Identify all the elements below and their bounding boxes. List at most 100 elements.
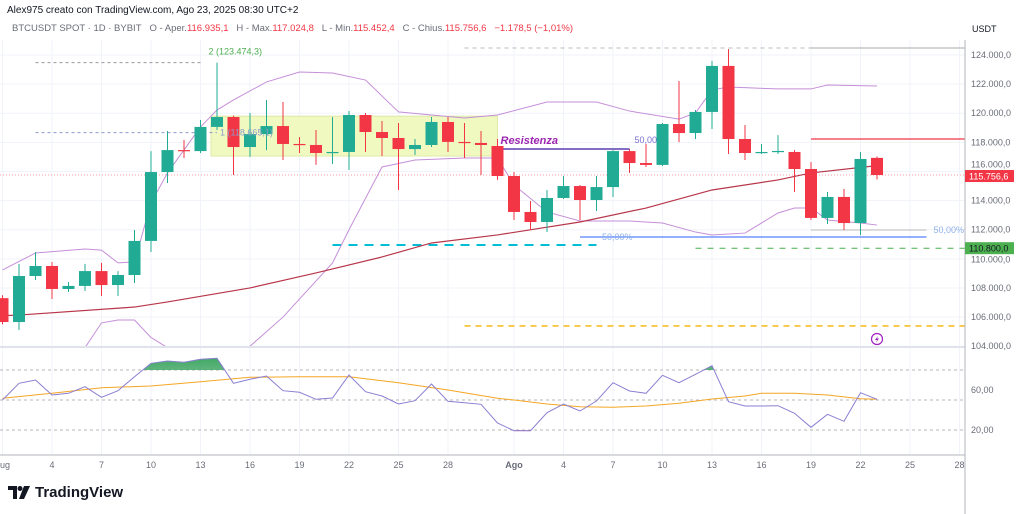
- candle: [244, 112, 256, 157]
- candle-body: [260, 126, 273, 135]
- open-label: O - Aper.: [149, 23, 187, 34]
- candle-body: [805, 169, 817, 218]
- time-axis-tick: 22: [855, 460, 865, 470]
- open-value: 116.935,1: [186, 23, 229, 34]
- candle: [359, 112, 372, 152]
- time-axis-tick: 28: [443, 460, 453, 470]
- low-label: L - Min.: [321, 23, 354, 34]
- candle: [475, 131, 487, 175]
- candle: [95, 262, 108, 296]
- candle: [112, 271, 124, 296]
- fib-level-label: 1 (118.665,1): [220, 128, 273, 138]
- candle: [442, 117, 454, 152]
- high-value: 117.024,8: [272, 23, 314, 34]
- candle: [161, 131, 174, 183]
- time-axis-tick: 19: [806, 460, 816, 470]
- current-price-label: 115.756,6: [969, 172, 1008, 182]
- candle: [425, 117, 438, 148]
- candle-body: [62, 285, 75, 289]
- time-axis-tick: Ago: [505, 460, 523, 470]
- price-axis-unit: USDT: [972, 24, 997, 34]
- candle-body: [326, 151, 339, 154]
- candle-body: [227, 117, 240, 148]
- candle-body: [161, 150, 174, 173]
- price-axis-tick: 114.000,0: [971, 196, 1010, 206]
- candle-body: [128, 240, 141, 276]
- time-axis-tick: 19: [294, 460, 304, 470]
- time-axis-tick: 13: [195, 460, 205, 470]
- symbol-label[interactable]: BTCUSDT SPOT · 1D · BYBIT: [12, 23, 142, 34]
- candle-body: [656, 124, 669, 165]
- time-axis-tick: 10: [146, 460, 156, 470]
- candle: [409, 139, 421, 156]
- candles: [0, 49, 883, 331]
- time-axis-tick: 13: [707, 460, 717, 470]
- candle: [194, 119, 207, 153]
- candle: [310, 129, 322, 165]
- oversold-fill: [2, 430, 877, 431]
- candle: [145, 151, 157, 252]
- price-axis-tick: 104.000,0: [971, 341, 1011, 351]
- candle-body: [95, 271, 108, 286]
- candle: [656, 122, 669, 166]
- candle: [508, 172, 520, 220]
- candle-body: [640, 163, 652, 165]
- candle-body: [343, 114, 355, 152]
- candle: [29, 251, 42, 280]
- candle: [854, 151, 867, 235]
- axes[interactable]: USDT 124.000,0 122.000,0 120.000,0 118.000,0…: [0, 24, 1014, 514]
- time-axis-tick: 7: [99, 460, 104, 470]
- candle-body: [821, 196, 834, 218]
- close-label: C - Chius.: [402, 23, 445, 34]
- lightning-icon: [870, 332, 884, 346]
- candle: [128, 230, 141, 284]
- candle: [343, 111, 355, 171]
- time-axis-tick: 28: [954, 460, 964, 470]
- candle-body: [557, 186, 570, 198]
- candle-body: [310, 144, 322, 153]
- candle: [491, 139, 504, 180]
- candle-body: [590, 187, 603, 201]
- ohlc-legend: BTCUSDT SPOT · 1D · BYBIT O - Aper.116.9…: [12, 23, 573, 34]
- candle-body: [838, 196, 850, 224]
- price-axis-tick: 106.000,0: [971, 312, 1011, 322]
- candle-body: [359, 114, 372, 133]
- candle: [376, 120, 388, 157]
- candle-body: [524, 211, 537, 223]
- price-axis-tick: 108.000,0: [971, 283, 1011, 293]
- candle-body: [607, 151, 619, 188]
- current-price-badge: [965, 170, 1014, 183]
- time-axis-tick: 4: [561, 460, 566, 470]
- time-axis-tick: 16: [245, 460, 255, 470]
- candle: [0, 295, 9, 325]
- marked-price-label: 110.800,0: [969, 244, 1008, 254]
- candle: [607, 150, 619, 197]
- price-axis-tick: 122.000,0: [971, 79, 1011, 89]
- bollinger-lower-line: [85, 157, 878, 346]
- candle-body: [112, 275, 124, 286]
- candle: [805, 162, 817, 220]
- candle: [46, 262, 58, 300]
- candle: [689, 110, 702, 140]
- annotations-front: 2 (123.474,3) 1 (118.665,1) 50,00% 50,00% Re…: [209, 47, 965, 346]
- candle-body: [145, 172, 157, 241]
- candle: [79, 263, 91, 292]
- candle: [673, 81, 685, 143]
- candle-body: [574, 186, 586, 201]
- tradingview-logo[interactable]: TradingView: [8, 484, 123, 501]
- time-axis-tick: 4: [49, 460, 54, 470]
- oscillator-signal-line: [2, 376, 878, 408]
- candle: [458, 122, 471, 158]
- candle-body: [376, 132, 388, 138]
- candle: [277, 102, 289, 160]
- candle-body: [491, 146, 504, 176]
- candle: [178, 140, 190, 158]
- grey-level-label: 50,00%: [934, 225, 965, 235]
- candle: [739, 125, 751, 160]
- candle-body: [541, 197, 553, 223]
- lightning-icon-bolt: [875, 336, 879, 343]
- price-axis-tick: 110.000,0: [971, 255, 1010, 265]
- price-axis-tick: 120.000,0: [971, 108, 1011, 118]
- candle-body: [442, 121, 454, 142]
